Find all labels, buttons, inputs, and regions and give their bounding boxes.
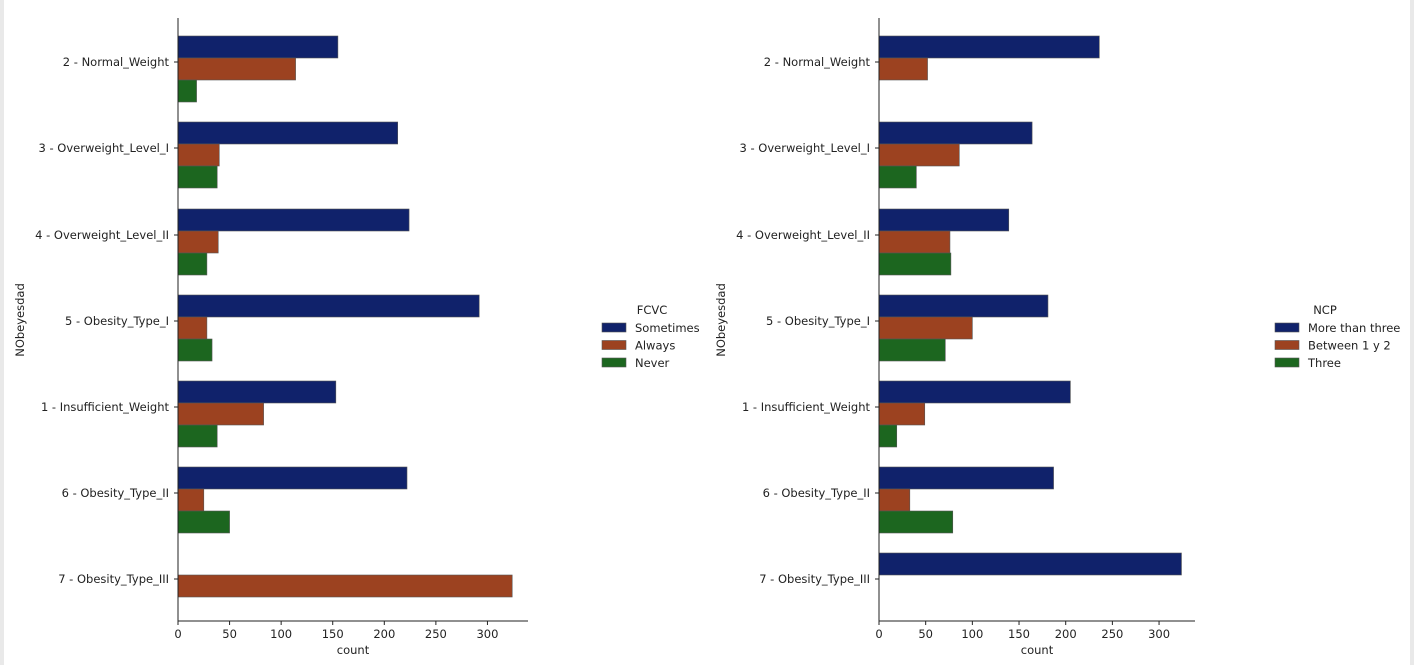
chart2-y-tick-label: 1 - Insufficient_Weight xyxy=(742,400,871,414)
chart1-bar-always-6 xyxy=(177,488,205,512)
chart2-bar-more-than-three-5 xyxy=(878,380,1071,404)
chart1-y-tick-label: 6 - Obesity_Type_II xyxy=(62,486,169,500)
charts-canvas: 2 - Normal_Weight 3 - Overweight_Level_I 4… xyxy=(13,18,1400,657)
chart1-legend-label: Sometimes xyxy=(635,321,700,335)
chart2-bar-between-1-y-2-4 xyxy=(878,316,973,340)
chart2-y-tick-label: 3 - Overweight_Level_I xyxy=(740,141,870,155)
chart1-legend-label: Never xyxy=(635,356,670,370)
chart1-bar-never-4 xyxy=(177,338,213,362)
chart2-y-tick-label: 6 - Obesity_Type_II xyxy=(763,486,870,500)
chart1-bar-never-1 xyxy=(177,79,197,103)
chart1-x-tick-label: 100 xyxy=(270,627,292,641)
chart1-bar-sometimes-4 xyxy=(177,294,480,318)
chart2-x-tick-label: 0 xyxy=(875,627,882,641)
chart2-bar-three-2 xyxy=(878,165,917,189)
chart2-bar-more-than-three-1 xyxy=(878,35,1100,59)
chart2-legend-swatch xyxy=(1274,322,1300,333)
chart2-bar-more-than-three-6 xyxy=(878,466,1054,490)
chart2-legend-swatch xyxy=(1274,357,1300,368)
chart1-bar-always-5 xyxy=(177,402,264,426)
chart1-bar-never-5 xyxy=(177,424,218,448)
chart1-legend-title: FCVC xyxy=(637,303,668,317)
chart1-bar-always-7 xyxy=(177,574,513,598)
chart1-x-tick-label: 50 xyxy=(222,627,237,641)
chart2-legend-title: NCP xyxy=(1313,303,1337,317)
chart2-x-tick-label: 300 xyxy=(1148,627,1170,641)
chart2-bar-three-4 xyxy=(878,338,946,362)
chart2-bar-more-than-three-4 xyxy=(878,294,1049,318)
chart1-legend-swatch xyxy=(601,357,627,368)
chart1-bar-never-2 xyxy=(177,165,218,189)
chart1-bar-always-4 xyxy=(177,316,208,340)
chart1-bar-sometimes-6 xyxy=(177,466,408,490)
chart1-y-tick-label: 2 - Normal_Weight xyxy=(63,55,170,69)
chart2-bar-three-5 xyxy=(878,424,898,448)
chart2-bar-more-than-three-2 xyxy=(878,121,1033,145)
chart1-y-tick-label: 7 - Obesity_Type_III xyxy=(58,572,169,586)
chart2-legend-swatch xyxy=(1274,340,1300,350)
chart1-legend-swatch xyxy=(601,340,627,350)
chart1-bar-sometimes-1 xyxy=(177,35,339,59)
chart1-bar-never-3 xyxy=(177,252,208,276)
chart2-x-tick-label: 100 xyxy=(961,627,983,641)
chart1-y-tick-label: 1 - Insufficient_Weight xyxy=(41,400,170,414)
chart2-bar-between-1-y-2-5 xyxy=(878,402,926,426)
chart2-y-tick-label: 7 - Obesity_Type_III xyxy=(759,572,870,586)
chart1-bar-always-3 xyxy=(177,230,219,254)
chart2-x-axis-label: count xyxy=(1021,643,1054,657)
chart2-legend-label: Between 1 y 2 xyxy=(1308,339,1391,353)
chart1-x-axis-label: count xyxy=(337,643,370,657)
chart1-x-tick-label: 200 xyxy=(373,627,395,641)
chart1-y-tick-label: 5 - Obesity_Type_I xyxy=(65,314,169,328)
chart2-bar-more-than-three-3 xyxy=(878,208,1010,232)
chart1-x-tick-label: 0 xyxy=(174,627,181,641)
chart2-x-tick-label: 250 xyxy=(1101,627,1123,641)
chart2-legend-label: More than three xyxy=(1308,321,1400,335)
chart1-bar-sometimes-5 xyxy=(177,380,337,404)
chart2-bar-between-1-y-2-3 xyxy=(878,230,951,254)
chart1-bar-never-6 xyxy=(177,510,230,534)
chart1-bar-always-1 xyxy=(177,57,296,81)
chart2-y-tick-label: 4 - Overweight_Level_II xyxy=(736,228,870,242)
chart2-legend-label: Three xyxy=(1307,356,1341,370)
chart1-bar-always-2 xyxy=(177,143,220,167)
chart2-bar-between-1-y-2-1 xyxy=(878,57,928,81)
chart2-bar-between-1-y-2-2 xyxy=(878,143,960,167)
chart2-bar-more-than-three-7 xyxy=(878,552,1182,576)
chart2-y-tick-label: 5 - Obesity_Type_I xyxy=(766,314,870,328)
chart1-y-tick-label: 4 - Overweight_Level_II xyxy=(35,228,169,242)
chart2-bar-three-6 xyxy=(878,510,954,534)
chart2-bar-three-3 xyxy=(878,252,952,276)
chart1-bar-sometimes-2 xyxy=(177,121,399,145)
chart1-legend-swatch xyxy=(601,322,627,333)
chart2-x-tick-label: 50 xyxy=(918,627,933,641)
chart1-y-tick-label: 3 - Overweight_Level_I xyxy=(39,141,169,155)
chart1-bar-sometimes-3 xyxy=(177,208,410,232)
chart1-y-axis-label: NObeyesdad xyxy=(13,283,27,357)
chart1-x-tick-label: 300 xyxy=(476,627,498,641)
chart2-y-axis-label: NObeyesdad xyxy=(714,283,728,357)
chart1-x-tick-label: 150 xyxy=(322,627,344,641)
chart2-bar-between-1-y-2-6 xyxy=(878,488,911,512)
chart1-x-tick-label: 250 xyxy=(425,627,447,641)
chart2-x-tick-label: 150 xyxy=(1008,627,1030,641)
chart2-y-tick-label: 2 - Normal_Weight xyxy=(764,55,871,69)
chart1-legend-label: Always xyxy=(635,339,675,353)
chart2-x-tick-label: 200 xyxy=(1055,627,1077,641)
